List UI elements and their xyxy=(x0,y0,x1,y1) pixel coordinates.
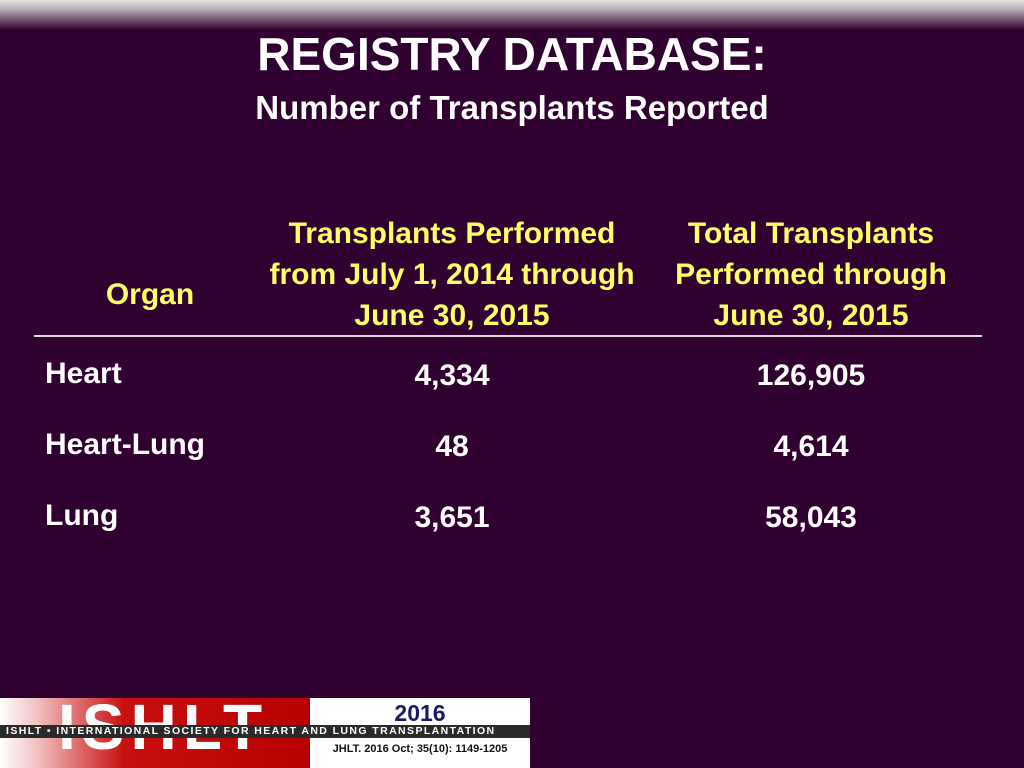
row-heart-lung-organ: Heart-Lung xyxy=(45,428,205,461)
logo-year: 2016 xyxy=(394,700,446,726)
row-lung-total: 58,043 xyxy=(765,501,857,534)
slide-subtitle: Number of Transplants Reported xyxy=(255,89,769,126)
logo-society-strip xyxy=(0,725,530,738)
row-heart-period: 4,334 xyxy=(414,359,490,392)
column-header-organ: Organ xyxy=(105,278,195,311)
row-heart-total: 126,905 xyxy=(756,359,866,392)
top-gradient-band xyxy=(0,0,1024,30)
logo-society-name: ISHLT • INTERNATIONAL SOCIETY FOR HEART … xyxy=(6,725,496,737)
row-heart-lung-period: 48 xyxy=(435,430,469,463)
journal-citation: JHLT. 2016 Oct; 35(10): 1149-1205 xyxy=(332,743,508,755)
row-heart-organ: Heart xyxy=(45,357,122,390)
row-lung-period: 3,651 xyxy=(414,501,490,534)
slide-title: REGISTRY DATABASE: xyxy=(257,28,767,80)
row-lung-organ: Lung xyxy=(45,499,119,532)
header-divider xyxy=(34,335,982,337)
row-heart-lung-total: 4,614 xyxy=(773,430,849,463)
ishlt-logo: ISHLT 2016 ISHLT • INTERNATIONAL SOCIETY… xyxy=(0,698,530,768)
column-header-period: Transplants Performed from July 1, 2014 … xyxy=(269,217,635,332)
column-header-total: Total Transplants Performed through June… xyxy=(675,217,947,332)
